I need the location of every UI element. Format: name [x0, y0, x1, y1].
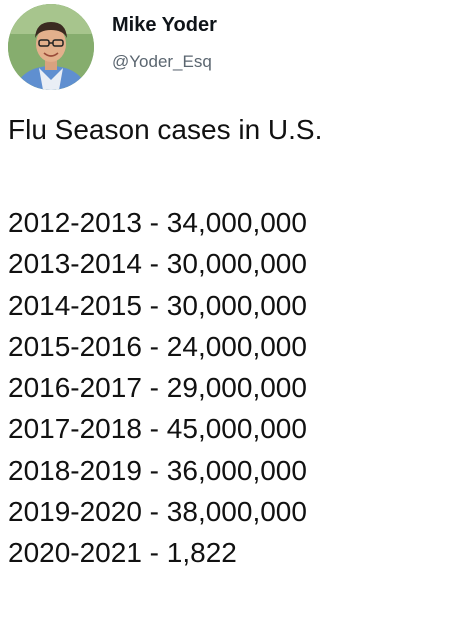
season-label: 2012-2013 [8, 207, 142, 238]
season-separator: - [141, 454, 167, 486]
flu-season-row: 2014-2015 - 30,000,000 [8, 285, 307, 326]
season-label: 2015-2016 [8, 330, 142, 362]
flu-season-row: 2012-2013 - 34,000,000 [8, 202, 307, 243]
case-count: 38,000,000 [166, 496, 307, 528]
avatar[interactable] [8, 4, 94, 90]
flu-season-row: 2015-2016 - 24,000,000 [8, 326, 307, 367]
tweet-headline: Flu Season cases in U.S. [8, 114, 323, 145]
flu-season-row: 2018-2019 - 36,000,000 [8, 450, 307, 491]
flu-season-row: 2013-2014 - 30,000,000 [8, 243, 307, 284]
season-label: 2014-2015 [8, 289, 142, 321]
season-label: 2016-2017 [8, 372, 142, 404]
season-separator: - [141, 496, 167, 528]
season-label: 2020-2021 [8, 537, 142, 569]
season-separator: - [141, 289, 167, 321]
case-count: 45,000,000 [166, 413, 307, 445]
case-count: 30,000,000 [166, 248, 307, 280]
season-separator: - [141, 207, 167, 238]
season-separator: - [141, 330, 167, 362]
season-separator: - [141, 413, 167, 445]
flu-season-row: 2017-2018 - 45,000,000 [8, 408, 307, 449]
author-display-name[interactable]: Mike Yoder [112, 14, 217, 36]
flu-season-list: 2012-2013 - 34,000,000 2013-2014 - 30,000… [8, 202, 307, 574]
flu-season-row: 2019-2020 - 38,000,000 [8, 491, 307, 532]
case-count: 36,000,000 [166, 454, 307, 486]
avatar-photo-icon [8, 4, 94, 90]
flu-season-row: 2020-2021 - 1,822 [8, 532, 307, 573]
season-label: 2018-2019 [8, 454, 142, 486]
season-separator: - [141, 372, 167, 404]
season-separator: - [141, 248, 167, 280]
author-handle[interactable]: @Yoder_Esq [112, 52, 212, 71]
flu-season-row: 2016-2017 - 29,000,000 [8, 367, 307, 408]
season-label: 2019-2020 [8, 496, 142, 528]
season-separator: - [141, 537, 167, 569]
season-label: 2013-2014 [8, 248, 142, 280]
season-label: 2017-2018 [8, 413, 142, 445]
case-count: 34,000,000 [166, 207, 307, 238]
case-count: 1,822 [166, 537, 237, 569]
case-count: 24,000,000 [166, 330, 307, 362]
case-count: 29,000,000 [166, 372, 307, 404]
case-count: 30,000,000 [166, 289, 307, 321]
